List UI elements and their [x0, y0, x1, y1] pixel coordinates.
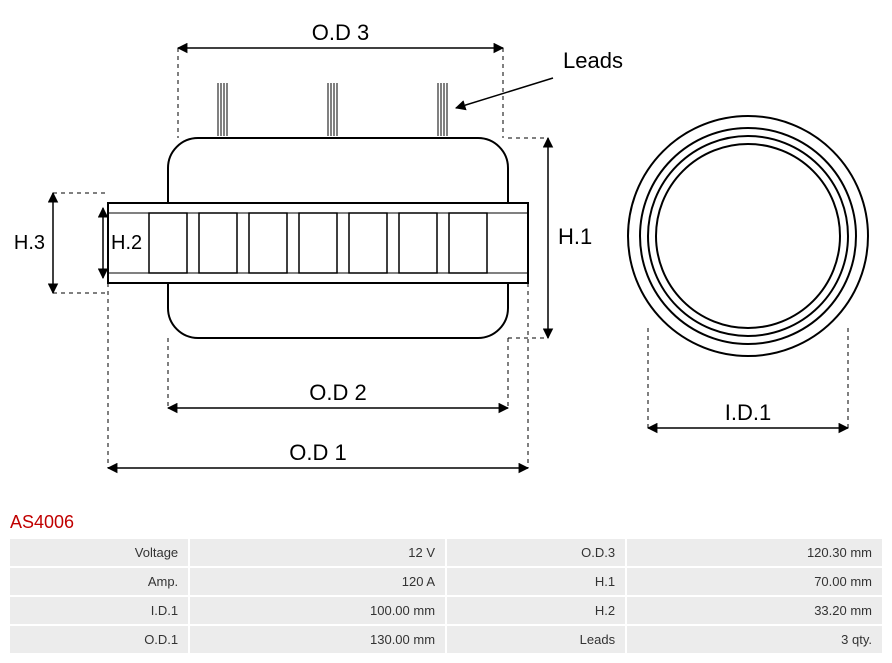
slot — [399, 213, 437, 273]
engineering-diagram: O.D 3 O.D 2 O.D 1 H.1 H.2 H.3 I.D.1 Leads — [8, 8, 884, 508]
spec-label: O.D.1 — [10, 626, 188, 653]
spec-value: 12 V — [190, 539, 445, 566]
spec-label: I.D.1 — [10, 597, 188, 624]
spec-label: Leads — [447, 626, 625, 653]
spec-value: 120.30 mm — [627, 539, 882, 566]
spec-label: O.D.3 — [447, 539, 625, 566]
slot — [149, 213, 187, 273]
slot — [199, 213, 237, 273]
table-row: Voltage12 VO.D.3120.30 mm — [10, 539, 882, 566]
slot — [249, 213, 287, 273]
spec-label: Amp. — [10, 568, 188, 595]
ring-inner — [656, 144, 840, 328]
dimension-label: H.3 — [14, 232, 45, 254]
dimension-label: I.D.1 — [725, 400, 771, 425]
dimension-label: O.D 1 — [289, 440, 346, 465]
spec-value: 130.00 mm — [190, 626, 445, 653]
dimension-label: O.D 3 — [312, 20, 369, 45]
spec-value: 70.00 mm — [627, 568, 882, 595]
diagram-svg: O.D 3 O.D 2 O.D 1 H.1 H.2 H.3 I.D.1 Leads — [8, 8, 884, 508]
spec-label: H.1 — [447, 568, 625, 595]
part-number: AS4006 — [10, 512, 884, 533]
spec-value: 100.00 mm — [190, 597, 445, 624]
spec-value: 33.20 mm — [627, 597, 882, 624]
table-row: Amp.120 AH.170.00 mm — [10, 568, 882, 595]
table-row: I.D.1100.00 mmH.233.20 mm — [10, 597, 882, 624]
leads-arrow — [456, 78, 553, 108]
slot — [299, 213, 337, 273]
dimension-label: H.2 — [111, 232, 142, 254]
spec-value: 120 A — [190, 568, 445, 595]
dimension-label: O.D 2 — [309, 380, 366, 405]
leads-label: Leads — [563, 48, 623, 73]
spec-label: H.2 — [447, 597, 625, 624]
spec-value: 3 qty. — [627, 626, 882, 653]
spec-label: Voltage — [10, 539, 188, 566]
dimension-label: H.1 — [558, 224, 592, 249]
table-row: O.D.1130.00 mmLeads3 qty. — [10, 626, 882, 653]
spec-table: Voltage12 VO.D.3120.30 mmAmp.120 AH.170.… — [8, 537, 884, 655]
slot — [349, 213, 387, 273]
slot — [449, 213, 487, 273]
